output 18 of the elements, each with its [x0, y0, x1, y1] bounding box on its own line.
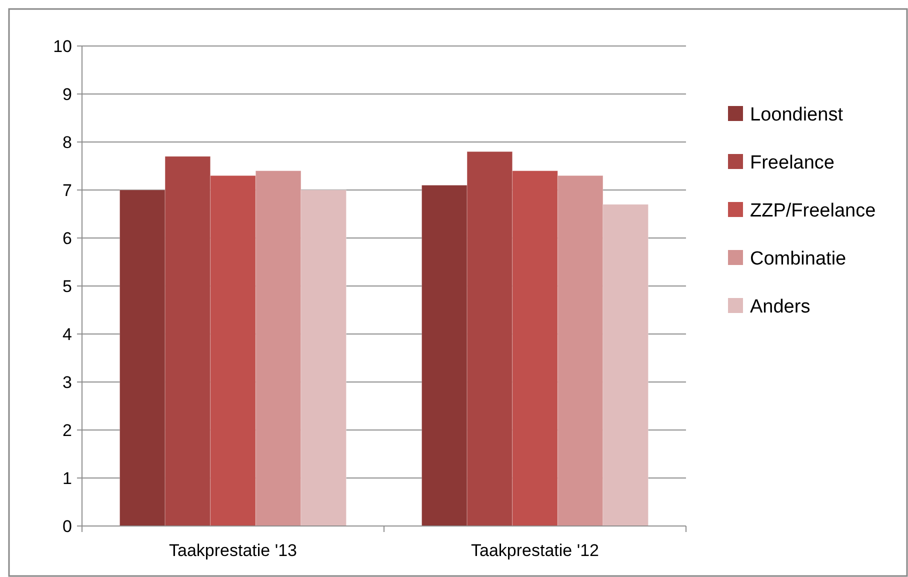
legend-label: Loondienst [750, 104, 844, 126]
legend-label: ZZP/Freelance [750, 200, 876, 222]
legend-label: Freelance [750, 152, 834, 174]
legend-label: Combinatie [750, 248, 846, 270]
y-tick-label: 0 [62, 516, 72, 536]
y-tick-label: 8 [62, 132, 72, 152]
x-tick-label: Taakprestatie '12 [471, 541, 599, 560]
legend-label: Anders [750, 296, 810, 318]
y-tick-label: 1 [62, 468, 72, 488]
y-tick-label: 4 [62, 324, 72, 344]
x-tick-label: Taakprestatie '13 [169, 541, 297, 560]
y-tick-label: 6 [62, 228, 72, 248]
y-tick-label: 3 [62, 372, 72, 392]
y-tick-label: 10 [53, 36, 72, 56]
y-tick-label: 9 [62, 84, 72, 104]
y-tick-label: 5 [62, 276, 72, 296]
y-tick-label: 7 [62, 180, 72, 200]
y-tick-label: 2 [62, 420, 72, 440]
